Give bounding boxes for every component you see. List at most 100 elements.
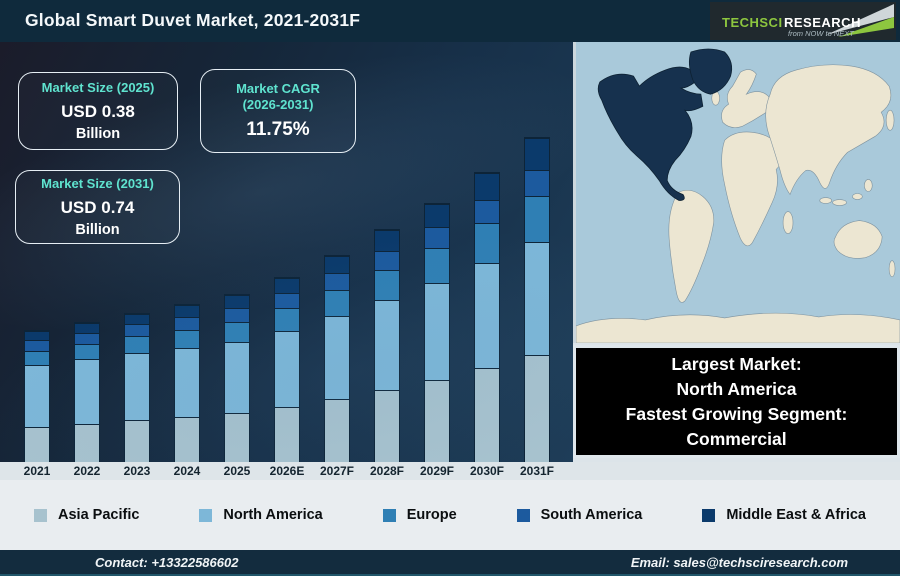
stat-unit: Billion <box>75 126 121 142</box>
header-bar: Global Smart Duvet Market, 2021-2031F TE… <box>0 0 900 42</box>
logo-tagline: from NOW to NEXT <box>788 29 855 38</box>
bar-2027F <box>324 255 350 462</box>
stat-card-market-cagr: Market CAGR (2026-2031) 11.75% <box>200 69 356 153</box>
map-antarctica <box>576 312 900 343</box>
bar-segment-north-america <box>325 316 349 399</box>
stat-label: Market Size (2025) <box>41 80 155 95</box>
map-indonesia-1 <box>819 197 832 204</box>
bar-segment-north-america <box>125 353 149 420</box>
chart-legend: Asia Pacific North America Europe South Ame… <box>0 480 900 550</box>
right-column: Largest Market: North America Fastest Gr… <box>573 42 900 462</box>
x-tick-label-2028F: 2028F <box>369 464 405 478</box>
stat-unit: Billion <box>75 222 120 238</box>
callout-line: Fastest Growing Segment: <box>625 403 848 424</box>
legend-label: Middle East & Africa <box>726 507 866 523</box>
bar-segment-middle-east-africa <box>225 295 249 308</box>
bar-2026E <box>274 277 300 462</box>
bar-segment-middle-east-africa <box>525 138 549 170</box>
bar-segment-europe <box>425 248 449 283</box>
bar-2028F <box>374 229 400 462</box>
bar-segment-europe <box>275 308 299 331</box>
map-indonesia-2 <box>832 199 847 206</box>
bar-segment-south-america <box>125 324 149 336</box>
logo-text-research: RESEARCH <box>784 15 861 30</box>
bar-segment-europe <box>525 196 549 242</box>
legend-label: North America <box>223 507 323 523</box>
legend-swatch <box>702 508 716 522</box>
bar-segment-south-america <box>175 317 199 330</box>
bar-segment-asia-pacific <box>225 413 249 462</box>
bar-segment-north-america <box>75 359 99 424</box>
bar-2031F <box>524 137 550 462</box>
bar-segment-south-america <box>525 170 549 196</box>
techsci-research-logo: TECHSCI RESEARCH from NOW to NEXT <box>710 2 896 40</box>
bar-segment-south-america <box>225 308 249 322</box>
bar-segment-asia-pacific <box>425 380 449 462</box>
x-tick-label-2026E: 2026E <box>269 464 305 478</box>
bar-segment-asia-pacific <box>475 368 499 462</box>
bar-segment-south-america <box>75 333 99 344</box>
legend-label: Asia Pacific <box>58 507 140 523</box>
bar-segment-europe <box>375 270 399 300</box>
map-south-america <box>668 189 715 303</box>
bar-segment-north-america <box>225 342 249 413</box>
x-tick-label-2025: 2025 <box>223 464 251 478</box>
bar-segment-south-america <box>25 340 49 351</box>
footer-bar: Contact: +13322586602 Email: sales@techs… <box>0 550 900 576</box>
logo-graphic: TECHSCI RESEARCH from NOW to NEXT <box>722 4 894 38</box>
bar-segment-asia-pacific <box>125 420 149 462</box>
bar-segment-middle-east-africa <box>125 314 149 324</box>
map-europe <box>721 69 772 128</box>
logo-arrow-green <box>838 17 894 37</box>
x-tick-label-2027F: 2027F <box>319 464 355 478</box>
bar-segment-middle-east-africa <box>475 173 499 200</box>
chart-panel: Market Size (2025) USD 0.38 Billion Mark… <box>0 42 573 462</box>
world-map <box>573 42 900 343</box>
x-tick-label-2023: 2023 <box>123 464 151 478</box>
bar-segment-south-america <box>425 227 449 248</box>
bar-segment-asia-pacific <box>375 390 399 462</box>
stat-value: USD 0.38 <box>61 102 135 121</box>
bar-segment-middle-east-africa <box>325 256 349 273</box>
bar-segment-europe <box>175 330 199 348</box>
bar-2029F <box>424 203 450 462</box>
x-axis: 2021 2022 2023 2024 2025 2026E 2027F 2028F 2029F… <box>0 462 900 480</box>
bar-segment-middle-east-africa <box>175 305 199 317</box>
map-north-america-highlight <box>597 66 704 201</box>
callout-line: Commercial <box>686 428 787 449</box>
bar-2022 <box>74 322 100 462</box>
legend-swatch <box>34 508 47 522</box>
logo-arrow-silver <box>826 4 894 35</box>
map-japan <box>885 109 895 131</box>
largest-market-callout: Largest Market: North America Fastest Gr… <box>573 345 900 458</box>
legend-item-asia-pacific: Asia Pacific <box>34 507 139 523</box>
map-australia <box>833 220 883 259</box>
bar-2030F <box>474 172 500 462</box>
bar-2024 <box>174 304 200 462</box>
bar-segment-europe <box>325 290 349 316</box>
legend-swatch <box>516 508 530 522</box>
bar-segment-north-america <box>475 263 499 368</box>
logo-text-techsci: TECHSCI <box>722 15 783 30</box>
contact-email: Email: sales@techsciresearch.com <box>630 554 848 570</box>
map-africa <box>721 131 783 247</box>
x-tick-label-2021: 2021 <box>23 464 51 478</box>
bar-segment-middle-east-africa <box>375 230 399 251</box>
bar-segment-asia-pacific <box>175 417 199 462</box>
world-map-graphic <box>576 42 900 343</box>
bar-segment-south-america <box>275 293 299 308</box>
map-asia <box>765 64 892 196</box>
bar-segment-asia-pacific <box>25 427 49 462</box>
stat-value: 11.75% <box>246 119 310 140</box>
bar-segment-north-america <box>175 348 199 417</box>
stat-label: Market Size (2031) <box>41 176 154 191</box>
bar-segment-europe <box>225 322 249 342</box>
bar-segment-middle-east-africa <box>275 278 299 293</box>
x-tick-label-2022: 2022 <box>73 464 101 478</box>
bar-2023 <box>124 313 150 462</box>
bar-segment-asia-pacific <box>525 355 549 462</box>
bar-segment-middle-east-africa <box>425 204 449 227</box>
callout-line: Largest Market: <box>671 353 802 374</box>
bar-segment-middle-east-africa <box>75 323 99 333</box>
